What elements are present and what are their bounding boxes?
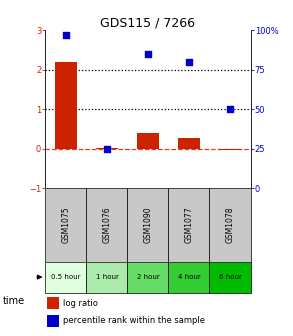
- Bar: [127, 261, 168, 293]
- Point: [146, 51, 150, 57]
- Bar: [209, 188, 251, 261]
- Text: GSM1076: GSM1076: [103, 207, 111, 243]
- Bar: [45, 261, 86, 293]
- Text: GSM1090: GSM1090: [144, 207, 152, 243]
- Text: 2 hour: 2 hour: [137, 274, 159, 280]
- Bar: [47, 314, 59, 327]
- Bar: [54, 62, 77, 149]
- Text: 1 hour: 1 hour: [96, 274, 118, 280]
- Bar: [45, 188, 86, 261]
- Text: 6 hour: 6 hour: [219, 274, 241, 280]
- Text: percentile rank within the sample: percentile rank within the sample: [63, 316, 205, 325]
- Bar: [168, 188, 209, 261]
- Text: GSM1075: GSM1075: [62, 207, 70, 243]
- Bar: [209, 261, 251, 293]
- Point: [228, 107, 232, 112]
- Bar: [47, 297, 59, 309]
- Bar: [96, 148, 118, 149]
- Text: time: time: [3, 296, 25, 306]
- Point: [64, 32, 68, 38]
- Text: 4 hour: 4 hour: [178, 274, 200, 280]
- Bar: [178, 138, 200, 149]
- Text: GSM1077: GSM1077: [185, 207, 193, 243]
- Point: [105, 146, 109, 152]
- Point: [187, 59, 191, 65]
- Bar: [219, 149, 241, 150]
- Title: GDS115 / 7266: GDS115 / 7266: [100, 16, 195, 29]
- Bar: [86, 188, 127, 261]
- Text: 0.5 hour: 0.5 hour: [51, 274, 81, 280]
- Bar: [127, 188, 168, 261]
- Text: log ratio: log ratio: [63, 299, 98, 307]
- Bar: [137, 133, 159, 149]
- Bar: [168, 261, 209, 293]
- Bar: [86, 261, 127, 293]
- Text: GSM1078: GSM1078: [226, 207, 234, 243]
